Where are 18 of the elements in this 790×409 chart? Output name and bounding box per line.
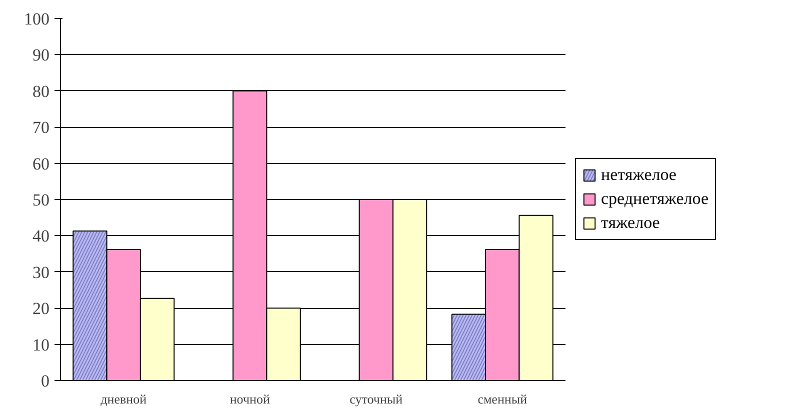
x-tick-label: ночной xyxy=(230,392,270,406)
y-tick-label: 10 xyxy=(32,335,50,354)
x-tick-label: сменный xyxy=(478,392,528,406)
y-tick-label: 60 xyxy=(32,154,50,174)
y-tick-label: 0 xyxy=(41,372,50,390)
y-tick-label: 70 xyxy=(32,118,50,138)
legend-label: среднетяжелое xyxy=(601,189,708,209)
legend-label: тяжелое xyxy=(601,213,660,233)
x-tick-label: дневной xyxy=(100,392,147,406)
y-tick-label: 50 xyxy=(32,190,50,210)
legend-label: нетяжелое xyxy=(601,165,676,185)
y-tick-label: 40 xyxy=(32,226,50,246)
y-tick-label: 100 xyxy=(24,10,50,28)
y-tick-label: 80 xyxy=(32,82,50,101)
x-tick-label: суточный xyxy=(350,392,403,406)
y-tick-label: 20 xyxy=(32,299,50,318)
y-tick-label: 30 xyxy=(32,262,50,282)
y-tick-label: 90 xyxy=(32,46,50,65)
